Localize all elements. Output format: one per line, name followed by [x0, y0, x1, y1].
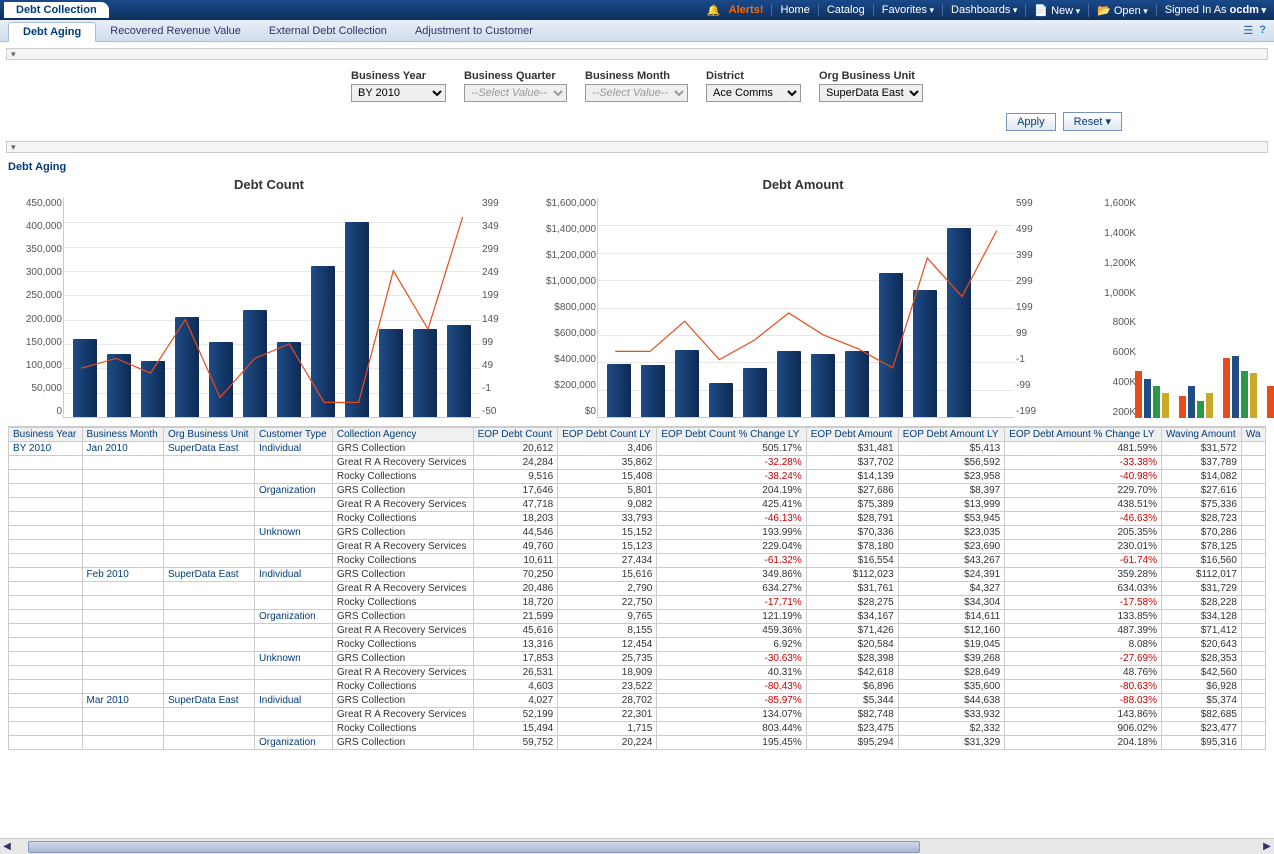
alerts-link[interactable]: Alerts! — [721, 4, 772, 16]
table-row[interactable]: OrganizationGRS Collection59,75220,22419… — [9, 736, 1266, 750]
table-row[interactable]: UnknownGRS Collection44,54615,152193.99%… — [9, 526, 1266, 540]
apply-button[interactable]: Apply — [1006, 113, 1056, 131]
business-quarter-select[interactable]: --Select Value-- — [464, 84, 567, 102]
top-nav: Debt Collection 🔔 Alerts! Home Catalog F… — [0, 0, 1274, 20]
org-unit-select[interactable]: SuperData East — [819, 84, 923, 102]
bell-icon: 🔔 — [707, 4, 721, 17]
filter-panel-toggle[interactable]: ▾ — [6, 48, 1268, 60]
district-label: District — [706, 70, 801, 82]
table-row[interactable]: Mar 2010SuperData EastIndividualGRS Coll… — [9, 694, 1266, 708]
table-row[interactable]: OrganizationGRS Collection21,5999,765121… — [9, 610, 1266, 624]
scroll-right-icon[interactable]: ▶ — [1260, 841, 1274, 852]
col-header[interactable]: Wa — [1241, 428, 1265, 442]
col-header[interactable]: Customer Type — [255, 428, 333, 442]
table-row[interactable]: Great R A Recovery Services20,4862,79063… — [9, 582, 1266, 596]
catalog-link[interactable]: Catalog — [818, 4, 873, 16]
business-month-select[interactable]: --Select Value-- — [585, 84, 688, 102]
table-row[interactable]: Rocky Collections18,72022,750-17.71%$28,… — [9, 596, 1266, 610]
data-table-wrap[interactable]: Business YearBusiness MonthOrg Business … — [8, 426, 1266, 832]
business-quarter-label: Business Quarter — [464, 70, 567, 82]
table-row[interactable]: Great R A Recovery Services52,19922,3011… — [9, 708, 1266, 722]
home-link[interactable]: Home — [771, 4, 817, 16]
reset-button[interactable]: Reset ▾ — [1063, 112, 1122, 131]
table-row[interactable]: Great R A Recovery Services47,7189,08242… — [9, 498, 1266, 512]
col-header[interactable]: EOP Debt Amount % Change LY — [1005, 428, 1162, 442]
table-row[interactable]: BY 2010Jan 2010SuperData EastIndividualG… — [9, 442, 1266, 456]
chart1-title: Debt Count — [8, 177, 530, 192]
col-header[interactable]: EOP Debt Amount — [806, 428, 898, 442]
new-icon: 📄 — [1034, 5, 1048, 17]
col-header[interactable]: EOP Debt Count LY — [558, 428, 657, 442]
tab-recovered-revenue[interactable]: Recovered Revenue Value — [96, 22, 255, 40]
col-header[interactable]: Waving Amount — [1161, 428, 1241, 442]
table-row[interactable]: Rocky Collections18,20333,793-46.13%$28,… — [9, 512, 1266, 526]
scroll-thumb[interactable] — [28, 841, 920, 853]
chart2-title: Debt Amount — [542, 177, 1064, 192]
user-menu[interactable]: ocdm — [1230, 4, 1266, 16]
charts-row: Debt Count 450,000400,000350,000300,0002… — [6, 177, 1268, 426]
help-icon[interactable]: ? — [1259, 24, 1266, 37]
table-row[interactable]: Rocky Collections4,60323,522-80.43%$6,89… — [9, 680, 1266, 694]
table-row[interactable]: Feb 2010SuperData EastIndividualGRS Coll… — [9, 568, 1266, 582]
business-month-label: Business Month — [585, 70, 688, 82]
business-year-label: Business Year — [351, 70, 446, 82]
app-title: Debt Collection — [4, 2, 109, 18]
col-header[interactable]: EOP Debt Count % Change LY — [657, 428, 806, 442]
filter-bar: Business Year BY 2010 Business Quarter --S… — [6, 64, 1268, 112]
tab-debt-aging[interactable]: Debt Aging — [8, 22, 96, 42]
table-row[interactable]: Rocky Collections10,61127,434-61.32%$16,… — [9, 554, 1266, 568]
new-menu[interactable]: 📄New — [1025, 4, 1088, 17]
business-year-select[interactable]: BY 2010 — [351, 84, 446, 102]
section-toggle[interactable]: ▾ — [6, 141, 1268, 153]
table-row[interactable]: Great R A Recovery Services45,6168,15545… — [9, 624, 1266, 638]
tab-adjustment[interactable]: Adjustment to Customer — [401, 22, 547, 40]
table-row[interactable]: Rocky Collections13,31612,4546.92%$20,58… — [9, 638, 1266, 652]
table-row[interactable]: Rocky Collections9,51615,408-38.24%$14,1… — [9, 470, 1266, 484]
options-icon[interactable]: ☰ — [1243, 24, 1253, 37]
dashboards-menu[interactable]: Dashboards — [942, 4, 1025, 16]
table-row[interactable]: OrganizationGRS Collection17,6465,801204… — [9, 484, 1266, 498]
favorites-menu[interactable]: Favorites — [873, 4, 942, 16]
data-table: Business YearBusiness MonthOrg Business … — [8, 427, 1266, 750]
signed-in-label: Signed In As ocdm — [1156, 4, 1274, 16]
org-unit-label: Org Business Unit — [819, 70, 923, 82]
table-row[interactable]: UnknownGRS Collection17,85325,735-30.63%… — [9, 652, 1266, 666]
tab-external-debt[interactable]: External Debt Collection — [255, 22, 401, 40]
horizontal-scrollbar[interactable]: ◀ ▶ — [0, 838, 1274, 854]
table-row[interactable]: Rocky Collections15,4941,715803.44%$23,4… — [9, 722, 1266, 736]
section-title: Debt Aging — [6, 157, 1268, 177]
table-row[interactable]: Great R A Recovery Services24,28435,862-… — [9, 456, 1266, 470]
debt-amount-chart: Debt Amount $1,600,000$1,400,000$1,200,0… — [542, 177, 1064, 418]
mini-chart: 1,600K1,400K1,200K1,000K800K600K400K200K — [1076, 177, 1266, 418]
col-header[interactable]: EOP Debt Amount LY — [898, 428, 1004, 442]
col-header[interactable]: Business Month — [82, 428, 163, 442]
content: ▾ Business Year BY 2010 Business Quarter -… — [0, 42, 1274, 838]
col-header[interactable]: Org Business Unit — [163, 428, 254, 442]
district-select[interactable]: Ace Comms — [706, 84, 801, 102]
table-row[interactable]: Great R A Recovery Services26,53118,9094… — [9, 666, 1266, 680]
col-header[interactable]: Collection Agency — [332, 428, 473, 442]
table-row[interactable]: Great R A Recovery Services49,76015,1232… — [9, 540, 1266, 554]
col-header[interactable]: EOP Debt Count — [473, 428, 558, 442]
debt-count-chart: Debt Count 450,000400,000350,000300,0002… — [8, 177, 530, 418]
scroll-left-icon[interactable]: ◀ — [0, 841, 14, 852]
open-icon: 📂 — [1097, 5, 1111, 17]
sub-tabs: Debt Aging Recovered Revenue Value Exter… — [0, 20, 1274, 42]
open-menu[interactable]: 📂Open — [1088, 4, 1156, 17]
col-header[interactable]: Business Year — [9, 428, 83, 442]
